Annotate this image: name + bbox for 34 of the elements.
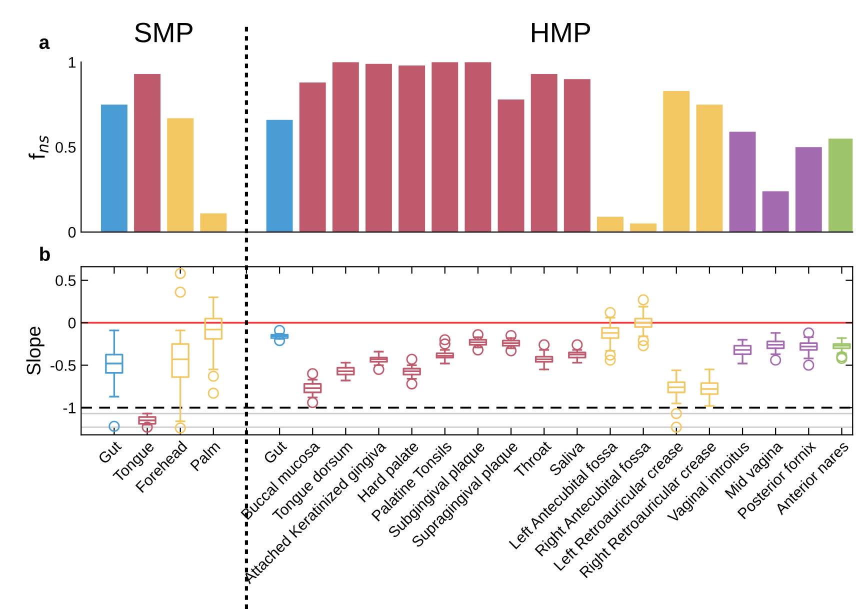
bar [762,191,789,232]
y-tick-label: 0 [68,318,76,328]
y-tick-label: 0.5 [56,275,76,286]
bar [498,100,524,232]
bar [597,216,624,232]
bar [366,64,392,232]
y-tick-label: 0 [68,226,76,238]
text: b [40,246,50,261]
bar [729,132,756,232]
bar [167,118,194,232]
text: SMP [134,22,192,42]
bar [299,82,326,232]
bar [530,74,558,232]
bar [332,62,359,232]
bar [630,224,657,232]
bar [564,79,590,232]
bar [696,104,723,232]
bar [134,74,160,232]
y-tick-label: -1 [63,402,76,414]
bar [663,91,690,232]
y-tick-label: 0.5 [56,142,76,153]
bar [100,104,128,232]
y-axis-title: Slope [26,326,44,375]
bar [200,213,227,232]
bar [398,66,426,232]
y-tick-label: -0.5 [50,360,76,371]
bar [795,147,822,232]
text: a [39,38,50,50]
y-tick-label: 1 [68,57,76,68]
bar [432,62,458,232]
y-axis-title: f$_{ns}$ [28,136,49,160]
text: HMP [532,23,590,42]
bar [464,62,492,232]
bar [266,120,293,232]
